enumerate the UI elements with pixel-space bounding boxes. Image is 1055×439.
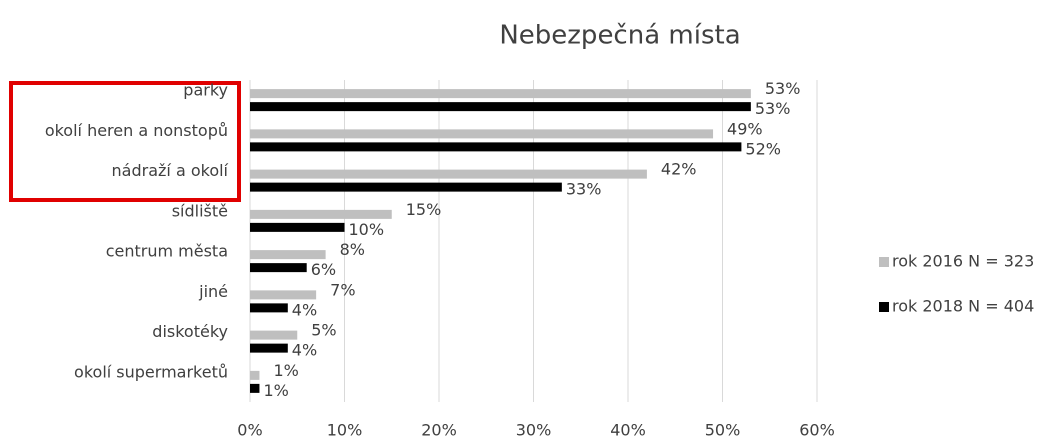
bar	[250, 383, 260, 393]
legend-swatch	[879, 257, 889, 267]
value-label: 52%	[745, 139, 781, 158]
bar	[250, 343, 288, 353]
x-tick-label: 10%	[327, 421, 363, 439]
value-label: 53%	[765, 79, 801, 98]
value-label: 4%	[292, 300, 317, 319]
value-label: 7%	[330, 280, 355, 299]
value-label: 6%	[311, 260, 336, 279]
value-label: 1%	[263, 381, 288, 400]
bar	[250, 330, 298, 340]
y-tick-label: okolí supermarketů	[74, 362, 228, 381]
bar	[250, 250, 326, 260]
value-label: 8%	[340, 240, 365, 259]
bar	[250, 370, 260, 380]
bar	[250, 222, 345, 232]
y-tick-label: nádraží a okolí	[112, 161, 229, 180]
x-tick-label: 60%	[799, 421, 835, 439]
legend-label: rok 2018 N = 404	[892, 297, 1034, 316]
bar	[250, 303, 288, 313]
x-tick-label: 40%	[610, 421, 646, 439]
value-label: 33%	[566, 180, 602, 199]
legend-swatch	[879, 302, 889, 312]
value-label: 15%	[406, 200, 442, 219]
y-tick-label: parky	[183, 81, 228, 100]
y-tick-label: diskotéky	[152, 322, 228, 341]
value-label: 42%	[661, 160, 697, 179]
value-label: 10%	[349, 220, 385, 239]
bar	[250, 89, 751, 99]
bar	[250, 142, 742, 152]
value-label: 49%	[727, 119, 763, 138]
value-label: 4%	[292, 341, 317, 360]
y-tick-label: sídliště	[172, 201, 228, 220]
bar	[250, 169, 647, 179]
highlight-box	[9, 81, 241, 202]
chart-title: Nebezpečná místa	[499, 21, 740, 51]
bar	[250, 102, 751, 112]
y-tick-label: centrum města	[106, 242, 228, 261]
bar	[250, 263, 307, 273]
x-tick-label: 50%	[705, 421, 741, 439]
value-label: 5%	[311, 321, 336, 340]
bar	[250, 209, 392, 219]
bar	[250, 182, 562, 192]
y-tick-label: jiné	[198, 282, 228, 301]
y-tick-label: okolí heren a nonstopů	[45, 121, 228, 140]
x-tick-label: 0%	[237, 421, 262, 439]
value-label: 1%	[273, 361, 298, 380]
bar	[250, 290, 317, 300]
x-tick-label: 30%	[516, 421, 552, 439]
legend-label: rok 2016 N = 323	[892, 252, 1034, 271]
x-tick-label: 20%	[421, 421, 457, 439]
bar	[250, 129, 714, 139]
value-label: 53%	[755, 99, 791, 118]
